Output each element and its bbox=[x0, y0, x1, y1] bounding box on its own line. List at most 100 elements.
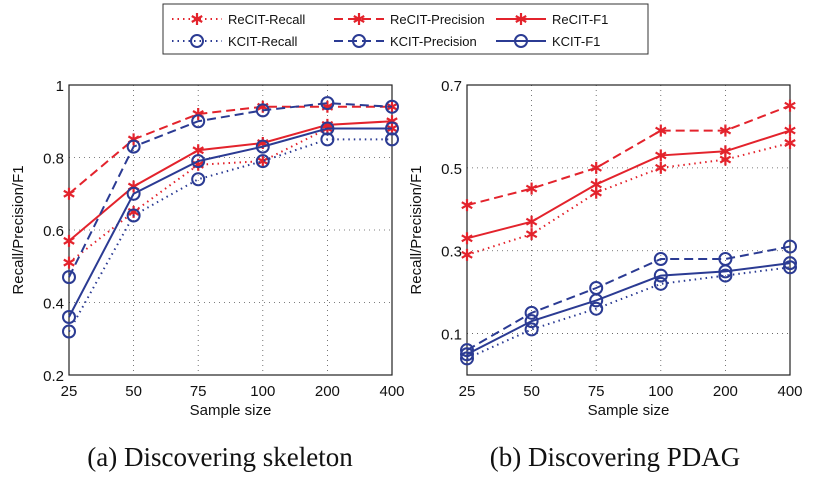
data-point-KCIT-Recall bbox=[718, 268, 733, 283]
x-tick-label: 75 bbox=[190, 383, 207, 400]
data-point-KCIT-F1 bbox=[62, 310, 76, 324]
data-point-KCIT-Precision bbox=[255, 103, 270, 118]
x-tick-label: 25 bbox=[61, 383, 78, 400]
legend-label: ReCIT-Recall bbox=[228, 12, 305, 27]
data-point-ReCIT-F1 bbox=[461, 232, 473, 245]
data-point-ReCIT-Precision bbox=[461, 199, 473, 212]
series-line-KCIT-Recall bbox=[68, 138, 392, 332]
chart-skeleton: 25 50 75 100 200 400 0.2 0.4 0.6 0.8 1 Sample size R… bbox=[10, 78, 405, 472]
data-point-KCIT-F1 bbox=[718, 264, 733, 279]
data-point-ReCIT-F1 bbox=[719, 145, 732, 158]
x-tick-label: 200 bbox=[713, 383, 738, 400]
data-point-KCIT-Recall bbox=[191, 172, 206, 187]
data-point-KCIT-Recall bbox=[126, 208, 141, 223]
data-point-KCIT-Precision bbox=[524, 305, 539, 320]
y-tick-label: 0.1 bbox=[441, 327, 462, 344]
y-axis-label: Recall/Precision/F1 bbox=[10, 165, 27, 294]
data-point-ReCIT-Recall bbox=[655, 161, 667, 174]
legend: ReCIT-Recall ReCIT-Precision ReCIT-F1 KCIT-… bbox=[162, 3, 649, 55]
data-point-KCIT-Precision bbox=[653, 252, 668, 266]
series-line-ReCIT-F1 bbox=[68, 120, 393, 242]
x-tick-label: 200 bbox=[315, 383, 340, 400]
data-point-KCIT-Precision bbox=[191, 114, 206, 129]
y-tick-label: 0.3 bbox=[441, 244, 462, 261]
data-point-KCIT-F1 bbox=[653, 268, 668, 283]
caption: (b) Discovering PDAG bbox=[490, 442, 740, 472]
legend-label: ReCIT-F1 bbox=[552, 12, 608, 27]
legend-label: KCIT-Recall bbox=[228, 34, 297, 49]
x-tick-label: 400 bbox=[777, 383, 802, 400]
x-axis-label: Sample size bbox=[190, 402, 272, 419]
x-tick-label: 100 bbox=[250, 383, 275, 400]
legend-box bbox=[162, 3, 649, 55]
data-point-KCIT-Recall bbox=[589, 301, 604, 316]
data-point-ReCIT-Precision bbox=[655, 124, 667, 137]
data-point-ReCIT-Precision bbox=[719, 124, 732, 137]
data-point-KCIT-Precision bbox=[385, 99, 399, 114]
data-point-KCIT-Recall bbox=[783, 260, 797, 275]
data-point-ReCIT-Recall bbox=[784, 137, 796, 149]
y-tick-label: 0.4 bbox=[43, 296, 64, 313]
y-tick-label: 0.6 bbox=[43, 223, 64, 240]
data-point-KCIT-Precision bbox=[126, 139, 141, 154]
data-point-ReCIT-Precision bbox=[590, 161, 602, 174]
data-point-KCIT-F1 bbox=[589, 293, 604, 308]
data-point-KCIT-F1 bbox=[255, 139, 270, 154]
series-line-ReCIT-Precision bbox=[68, 105, 392, 195]
data-point-ReCIT-F1 bbox=[784, 124, 796, 137]
data-point-ReCIT-Recall bbox=[461, 248, 473, 261]
data-point-ReCIT-Precision bbox=[63, 187, 75, 200]
data-point-KCIT-Recall bbox=[255, 154, 270, 169]
legend-marker-ReCIT-Precision bbox=[353, 13, 365, 25]
legend-label: KCIT-F1 bbox=[552, 34, 600, 49]
legend-marker-ReCIT-Recall bbox=[191, 13, 203, 25]
data-point-ReCIT-Precision bbox=[525, 182, 538, 195]
series-line-ReCIT-Precision bbox=[466, 104, 791, 207]
series-line-KCIT-F1 bbox=[68, 127, 392, 318]
legend-label: KCIT-Precision bbox=[390, 34, 477, 49]
series-line-ReCIT-Recall bbox=[466, 142, 791, 256]
plot-frame bbox=[466, 84, 791, 376]
y-tick-label: 0.8 bbox=[43, 151, 64, 168]
legend-label: ReCIT-Precision bbox=[390, 12, 485, 27]
legend-marker-KCIT-Precision bbox=[352, 34, 366, 48]
data-point-KCIT-F1 bbox=[126, 186, 141, 201]
data-point-KCIT-F1 bbox=[460, 347, 474, 362]
legend-marker-KCIT-Recall bbox=[190, 34, 204, 48]
data-point-KCIT-F1 bbox=[524, 314, 539, 329]
data-point-ReCIT-Recall bbox=[63, 256, 75, 269]
data-point-KCIT-Recall bbox=[460, 351, 474, 366]
data-point-ReCIT-F1 bbox=[63, 234, 75, 247]
data-point-KCIT-Precision bbox=[320, 96, 335, 111]
y-axis-label: Recall/Precision/F1 bbox=[408, 165, 425, 294]
data-point-ReCIT-F1 bbox=[590, 178, 602, 191]
x-tick-label: 50 bbox=[523, 383, 540, 400]
x-tick-label: 400 bbox=[379, 383, 404, 400]
y-tick-label: 1 bbox=[56, 78, 64, 95]
data-point-KCIT-F1 bbox=[783, 256, 797, 271]
caption: (a) Discovering skeleton bbox=[87, 442, 353, 472]
data-point-KCIT-Recall bbox=[653, 276, 668, 291]
series-line-KCIT-Recall bbox=[466, 266, 791, 360]
x-tick-label: 50 bbox=[125, 383, 142, 400]
data-point-KCIT-Precision bbox=[783, 239, 797, 254]
data-point-KCIT-F1 bbox=[385, 121, 399, 136]
y-tick-label: 0.5 bbox=[441, 161, 462, 178]
x-tick-label: 25 bbox=[459, 383, 476, 400]
legend-marker-ReCIT-F1 bbox=[515, 13, 527, 25]
chart-pdag: 25 50 75 100 200 400 0.1 0.3 0.5 0.7 Sample size Re… bbox=[408, 78, 803, 472]
data-point-KCIT-Recall bbox=[524, 322, 539, 337]
data-point-KCIT-F1 bbox=[191, 154, 206, 169]
series-line-KCIT-Precision bbox=[68, 102, 393, 278]
series-line-ReCIT-F1 bbox=[466, 129, 791, 240]
y-tick-label: 0.7 bbox=[441, 78, 462, 95]
y-tick-label: 0.2 bbox=[43, 368, 64, 385]
data-point-ReCIT-F1 bbox=[525, 215, 538, 228]
legend-marker-KCIT-F1 bbox=[514, 34, 528, 48]
series-line-ReCIT-Recall bbox=[68, 127, 392, 264]
series-line-KCIT-F1 bbox=[466, 262, 791, 356]
series-line-KCIT-Precision bbox=[466, 245, 791, 352]
data-point-ReCIT-Recall bbox=[525, 228, 538, 241]
data-point-KCIT-Precision bbox=[62, 270, 76, 285]
